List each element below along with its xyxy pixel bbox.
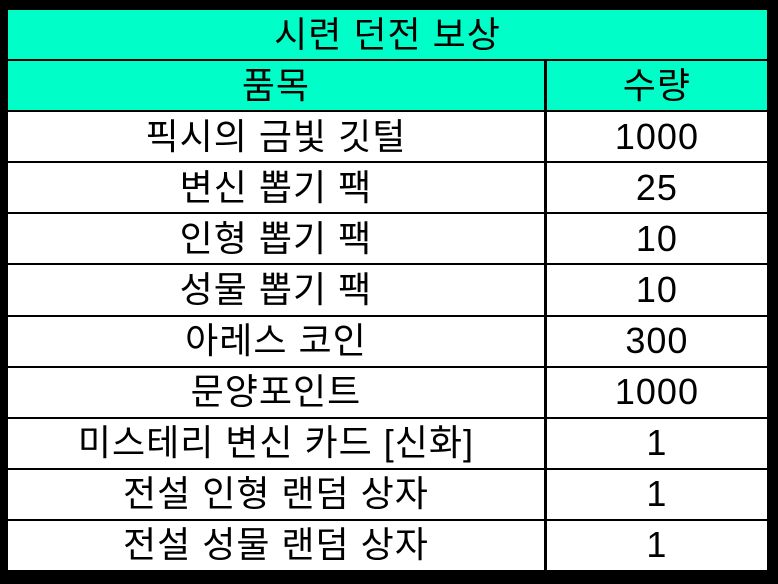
item-cell: 픽시의 금빛 깃털 — [8, 112, 547, 162]
quantity-cell: 1 — [546, 418, 767, 468]
table-row: 전설 성물 랜덤 상자 1 — [8, 520, 767, 571]
table-title-row: 시련 던전 보상 — [8, 10, 767, 62]
quantity-cell: 10 — [546, 214, 767, 264]
column-header-quantity: 수량 — [546, 61, 767, 111]
table-row: 인형 뽑기 팩 10 — [8, 214, 767, 266]
item-cell: 변신 뽑기 팩 — [8, 163, 547, 213]
table-row: 성물 뽑기 팩 10 — [8, 265, 767, 317]
table-row: 아레스 코인 300 — [8, 316, 767, 368]
item-cell: 인형 뽑기 팩 — [8, 214, 547, 264]
item-cell: 문양포인트 — [8, 367, 547, 417]
item-cell: 미스테리 변신 카드 [신화] — [8, 418, 547, 468]
table-row: 문양포인트 1000 — [8, 367, 767, 419]
table-header-row: 품목 수량 — [8, 61, 767, 113]
item-cell: 아레스 코인 — [8, 316, 547, 366]
item-cell: 전설 인형 랜덤 상자 — [8, 469, 547, 519]
quantity-cell: 1 — [546, 469, 767, 519]
table-row: 픽시의 금빛 깃털 1000 — [8, 112, 767, 164]
quantity-cell: 1000 — [546, 367, 767, 417]
item-cell: 전설 성물 랜덤 상자 — [8, 520, 547, 571]
rewards-table: 시련 던전 보상 품목 수량 픽시의 금빛 깃털 1000 변신 뽑기 팩 25… — [8, 10, 767, 571]
item-cell: 성물 뽑기 팩 — [8, 265, 547, 315]
table-row: 전설 인형 랜덤 상자 1 — [8, 469, 767, 521]
table-title: 시련 던전 보상 — [8, 10, 767, 60]
quantity-cell: 25 — [546, 163, 767, 213]
table-row: 미스테리 변신 카드 [신화] 1 — [8, 418, 767, 470]
quantity-cell: 1000 — [546, 112, 767, 162]
table-row: 변신 뽑기 팩 25 — [8, 163, 767, 215]
quantity-cell: 10 — [546, 265, 767, 315]
quantity-cell: 300 — [546, 316, 767, 366]
column-header-item: 품목 — [8, 61, 547, 111]
quantity-cell: 1 — [546, 520, 767, 571]
